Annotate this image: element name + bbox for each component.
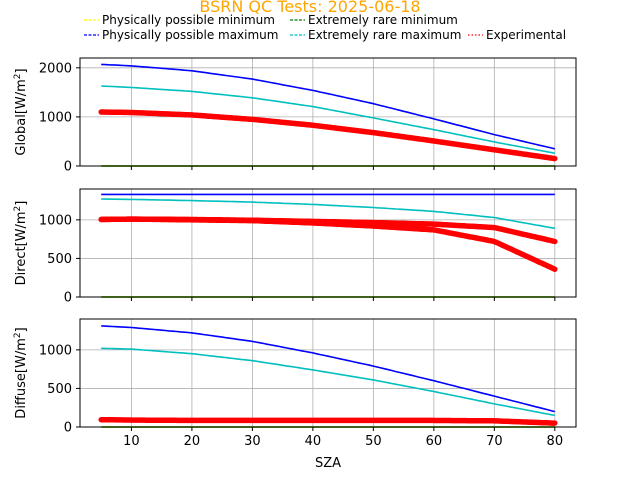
series-experimental: [98, 109, 558, 162]
y-axis-label: Direct[W/m2]: [13, 201, 29, 286]
x-tick-label: 10: [123, 434, 140, 449]
x-tick-label: 60: [426, 434, 443, 449]
y-axis-label: Diffuse[W/m2]: [13, 327, 29, 418]
axes-frame: [79, 188, 577, 298]
x-tick-label: 80: [547, 434, 564, 449]
legend-entry: Extremely rare maximum: [290, 28, 461, 42]
y-tick-label: 0: [64, 421, 72, 436]
y-tick-label: 500: [47, 382, 72, 397]
series-physically-possible-maximum: [101, 63, 555, 150]
axes-frame: [79, 318, 577, 428]
legend-entry: Physically possible minimum: [84, 13, 275, 27]
series-physically-possible-maximum: [101, 325, 556, 413]
series-experimental: [98, 416, 558, 426]
x-tick-label: 20: [184, 434, 201, 449]
legend-label: Extremely rare maximum: [308, 28, 461, 42]
y-tick-label: 2000: [39, 61, 72, 76]
y-tick-label: 1000: [39, 213, 72, 228]
legend-label: Extremely rare minimum: [308, 13, 458, 27]
legend-label: Physically possible maximum: [102, 28, 278, 42]
legend-label: Experimental: [486, 28, 566, 42]
axes-frame: [79, 57, 577, 167]
series-extremely-rare-maximum: [101, 347, 555, 417]
chart-panel: 0 500 1000 Direct[W/m2]: [13, 188, 577, 306]
chart-title: BSRN QC Tests: 2025-06-18: [199, 0, 420, 16]
legend-entry: Experimental: [468, 28, 566, 42]
panels: 010002000Global[W/m2]05001000Direct[W/m2…: [13, 57, 577, 471]
legend-entry: Extremely rare minimum: [290, 13, 458, 27]
series-experimental: [98, 216, 558, 245]
x-tick-label: 40: [305, 434, 322, 449]
legend-label: Physically possible minimum: [102, 13, 275, 27]
chart-panel: 0 1000 2000 Global[W/m2]: [13, 57, 577, 175]
series-extremely-rare-maximum: [101, 198, 555, 230]
y-tick-label: 0: [64, 160, 72, 175]
y-tick-label: 500: [47, 252, 72, 267]
x-tick-label: 70: [486, 434, 503, 449]
x-axis-label: SZA: [315, 456, 341, 471]
legend-entry: Physically possible maximum: [84, 28, 278, 42]
y-tick-label: 0: [64, 291, 72, 306]
y-axis-label: Global[W/m2]: [13, 68, 29, 155]
y-tick-label: 1000: [39, 343, 72, 358]
y-tick-label: 1000: [39, 110, 72, 125]
x-tick-label: 30: [244, 434, 261, 449]
chart-panel: 10 20 30 40 50 60 70 80 0 500 1000 Diffuse[W/m2] SZA: [13, 318, 577, 471]
series-extremely-rare-maximum: [101, 85, 555, 154]
x-tick-label: 50: [365, 434, 382, 449]
